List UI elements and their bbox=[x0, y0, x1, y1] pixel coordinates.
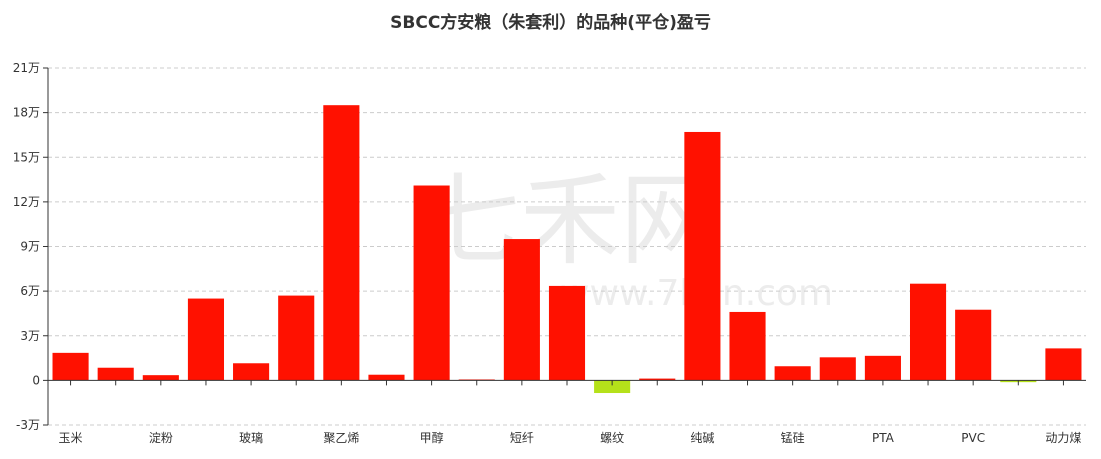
y-tick-label: -3万 bbox=[16, 418, 40, 432]
x-tick-label: PTA bbox=[872, 431, 895, 445]
y-tick-label: 12万 bbox=[13, 195, 40, 209]
x-tick-label: 甲醇 bbox=[420, 430, 444, 445]
bar bbox=[503, 239, 540, 381]
bar bbox=[548, 285, 586, 381]
bar bbox=[52, 352, 89, 381]
watermark-text: 七禾网 bbox=[420, 162, 720, 279]
x-tick-label: 短纤 bbox=[510, 431, 534, 445]
x-tick-label: 螺纹 bbox=[600, 431, 624, 445]
bar bbox=[729, 311, 766, 381]
bar bbox=[278, 295, 315, 381]
chart-title: SBCC方安粮（朱套利）的品种(平仓)盈亏 bbox=[390, 13, 711, 33]
x-tick-label: 玻璃 bbox=[239, 431, 263, 445]
bar bbox=[594, 380, 631, 394]
bar bbox=[413, 185, 450, 381]
bar bbox=[1045, 348, 1082, 381]
y-tick-label: 15万 bbox=[13, 150, 40, 164]
y-tick-label: 18万 bbox=[13, 106, 40, 120]
x-tick-label: PVC bbox=[961, 431, 985, 445]
bar bbox=[187, 298, 225, 381]
x-tick-label: 聚乙烯 bbox=[323, 431, 359, 445]
bar bbox=[955, 309, 992, 381]
bar bbox=[774, 366, 811, 381]
bar bbox=[639, 378, 676, 381]
bar bbox=[142, 375, 179, 381]
bar bbox=[864, 355, 901, 381]
x-tick-label: 锰硅 bbox=[781, 430, 805, 445]
bar bbox=[233, 363, 270, 381]
bar bbox=[368, 374, 405, 381]
bar bbox=[819, 357, 856, 381]
bar bbox=[684, 131, 721, 381]
y-tick-label: 9万 bbox=[20, 240, 40, 254]
y-tick-label: 3万 bbox=[20, 329, 40, 343]
x-tick-label: 玉米 bbox=[59, 431, 83, 445]
x-tick-label: 纯碱 bbox=[690, 431, 714, 445]
y-tick-label: 0 bbox=[32, 373, 40, 387]
x-tick-label: 动力煤 bbox=[1045, 431, 1081, 445]
x-tick-label: 淀粉 bbox=[149, 431, 173, 445]
bar bbox=[323, 105, 360, 381]
bar bbox=[97, 367, 134, 381]
watermark: 七禾网 www.7hcn.com bbox=[420, 162, 833, 314]
bar bbox=[909, 283, 947, 381]
y-tick-label: 6万 bbox=[20, 284, 40, 298]
y-tick-label: 21万 bbox=[13, 61, 40, 75]
bars bbox=[52, 105, 1082, 394]
